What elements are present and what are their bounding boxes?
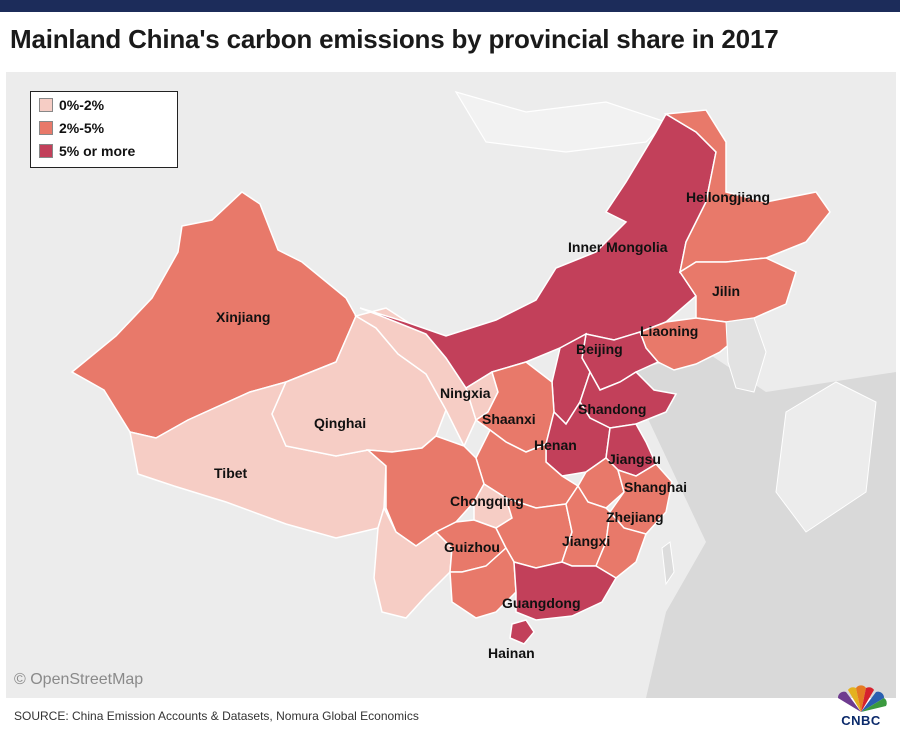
map-title: Mainland China's carbon emissions by pro… (10, 24, 779, 54)
map-area: Heilongjiang Inner Mongolia Jilin Xinjia… (6, 72, 896, 698)
label-guizhou: Guizhou (444, 539, 500, 555)
legend-label-high: 5% or more (59, 143, 136, 159)
label-xinjiang: Xinjiang (216, 309, 270, 325)
legend-label-low: 0%-2% (59, 97, 105, 113)
label-jiangsu: Jiangsu (608, 451, 661, 467)
map-legend: 0%-2% 2%-5% 5% or more (30, 91, 178, 168)
cnbc-logo: CNBC (826, 684, 896, 728)
label-zhejiang: Zhejiang (606, 509, 664, 525)
label-tibet: Tibet (214, 465, 248, 481)
label-shaanxi: Shaanxi (482, 411, 536, 427)
label-guangdong: Guangdong (502, 595, 581, 611)
taiwan-land (661, 541, 675, 586)
label-hainan: Hainan (488, 645, 535, 661)
label-henan: Henan (534, 437, 577, 453)
province-jilin (678, 257, 797, 323)
peacock-icon (837, 685, 887, 712)
legend-swatch-low (39, 98, 53, 112)
legend-item-mid: 2%-5% (39, 119, 104, 137)
label-chongqing: Chongqing (450, 493, 524, 509)
label-shanghai: Shanghai (624, 479, 687, 495)
province-guangdong (513, 560, 618, 621)
legend-item-high: 5% or more (39, 142, 135, 160)
top-bar (0, 0, 900, 12)
province-fujian (595, 510, 647, 579)
label-liaoning: Liaoning (640, 323, 698, 339)
label-inner-mongolia: Inner Mongolia (568, 239, 668, 255)
cnbc-wordmark: CNBC (841, 713, 881, 728)
province-hainan (509, 619, 535, 645)
legend-label-mid: 2%-5% (59, 120, 105, 136)
legend-swatch-mid (39, 121, 53, 135)
japan-land (775, 381, 877, 533)
source-note: SOURCE: China Emission Accounts & Datase… (14, 709, 419, 723)
label-beijing: Beijing (576, 341, 623, 357)
province-zhejiang (609, 463, 673, 535)
label-heilongjiang: Heilongjiang (686, 189, 770, 205)
korea-land (725, 317, 767, 393)
legend-item-low: 0%-2% (39, 96, 104, 114)
label-jiangxi: Jiangxi (562, 533, 610, 549)
china-map: Heilongjiang Inner Mongolia Jilin Xinjia… (6, 72, 896, 698)
label-ningxia: Ningxia (440, 385, 491, 401)
label-shandong: Shandong (578, 401, 646, 417)
label-jilin: Jilin (712, 283, 740, 299)
legend-swatch-high (39, 144, 53, 158)
osm-attribution: © OpenStreetMap (14, 671, 144, 688)
label-qinghai: Qinghai (314, 415, 366, 431)
